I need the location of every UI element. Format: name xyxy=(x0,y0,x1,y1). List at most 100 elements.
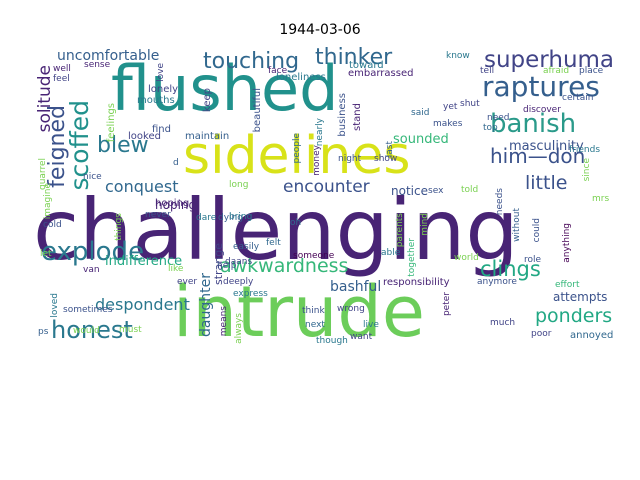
cloud-word: ever xyxy=(177,277,198,287)
cloud-word: daans xyxy=(225,257,253,267)
cloud-word: flushed xyxy=(111,52,339,125)
cloud-word: encounter xyxy=(283,177,370,197)
cloud-word: makes xyxy=(433,119,463,129)
cloud-word: nice xyxy=(83,172,102,182)
cloud-word: beautiful xyxy=(252,88,263,133)
cloud-word: blew xyxy=(97,133,149,158)
cloud-word: ps xyxy=(38,327,49,337)
cloud-word: much xyxy=(490,318,516,328)
cloud-word: could xyxy=(532,218,542,243)
cloud-word: certain xyxy=(562,93,594,103)
cloud-word: responsibility xyxy=(383,277,450,288)
cloud-word: dying xyxy=(218,213,243,223)
cloud-word: stand xyxy=(352,103,363,131)
cloud-word: know xyxy=(446,51,470,61)
cloud-word: business xyxy=(337,93,348,137)
cloud-word: anymore xyxy=(477,277,517,287)
cloud-word: face xyxy=(268,66,288,76)
cloud-word: want xyxy=(350,332,373,342)
cloud-word: imagine xyxy=(43,183,53,220)
cloud-word: little xyxy=(525,172,568,194)
cloud-word: mrs xyxy=(592,194,610,204)
cloud-word: long xyxy=(229,180,249,190)
cloud-word: must xyxy=(119,325,142,335)
cloud-word: touching xyxy=(203,49,300,74)
cloud-word: always xyxy=(234,313,244,344)
cloud-word: needs xyxy=(495,188,505,216)
cloud-word: without xyxy=(512,208,522,242)
cloud-word: sometimes xyxy=(63,305,113,315)
cloud-word: explode xyxy=(41,237,145,267)
cloud-word: shut xyxy=(460,99,480,109)
cloud-word: d xyxy=(173,158,179,168)
cloud-word: feelings xyxy=(106,103,117,143)
cloud-word: anything xyxy=(562,223,572,263)
cloud-word: people xyxy=(292,133,302,164)
cloud-word: role xyxy=(524,255,542,265)
cloud-word: challenging xyxy=(33,181,519,279)
cloud-word: hoping xyxy=(155,198,197,212)
cloud-word: toward xyxy=(349,60,384,71)
cloud-word: hoping xyxy=(155,198,190,209)
cloud-word: maintain xyxy=(185,131,230,142)
cloud-word: poor xyxy=(531,329,552,339)
cloud-word: intrude xyxy=(173,271,425,346)
cloud-word: since xyxy=(582,158,592,182)
cloud-word: sidelines xyxy=(183,126,411,186)
cloud-word: feel xyxy=(53,74,70,84)
cloud-word: find xyxy=(152,124,171,135)
cloud-word: nearly xyxy=(315,118,325,147)
cloud-word: banish xyxy=(490,109,577,139)
cloud-word: money xyxy=(312,145,322,176)
cloud-word: bashful xyxy=(330,279,382,295)
cloud-word: van xyxy=(83,265,100,275)
cloud-word: loved xyxy=(50,293,60,318)
cloud-word: friends xyxy=(569,145,601,155)
cloud-word: someone xyxy=(293,251,335,261)
cloud-word: next xyxy=(305,320,325,330)
cloud-word: sense xyxy=(84,60,111,70)
cloud-word: masculinity xyxy=(509,139,584,154)
cloud-word: told xyxy=(461,185,479,195)
cloud-word: never xyxy=(145,210,171,220)
cloud-word: parents xyxy=(395,213,405,248)
cloud-word: him—don xyxy=(490,144,586,168)
cloud-word: clings xyxy=(480,257,541,281)
cloud-word: would xyxy=(73,326,100,336)
cloud-word: well xyxy=(53,64,71,74)
cloud-word: conquest xyxy=(105,177,179,196)
cloud-word: awkwardness xyxy=(220,255,349,277)
cloud-word: love xyxy=(156,63,166,82)
cloud-word: top xyxy=(483,123,498,133)
cloud-word: thinker xyxy=(315,45,393,70)
cloud-word: help xyxy=(217,261,237,271)
cloud-word: sounded xyxy=(393,132,449,147)
cloud-word: discover xyxy=(523,105,561,115)
cloud-word: peter xyxy=(442,292,452,317)
cloud-word: easily xyxy=(233,242,260,252)
cloud-word: daughter xyxy=(198,273,214,337)
cloud-word: afraid xyxy=(543,66,570,76)
cloud-word: means xyxy=(219,306,229,337)
word-cloud: challenging intrude flushed sidelines raptur… xyxy=(33,43,615,346)
cloud-word: think xyxy=(302,306,325,316)
cloud-word: need xyxy=(487,113,510,123)
cloud-word: sex xyxy=(428,186,444,196)
cloud-word: solitude xyxy=(35,65,55,133)
cloud-word: yet xyxy=(443,102,458,112)
cloud-word: oh xyxy=(290,218,302,228)
cloud-word: dare xyxy=(196,213,217,223)
cloud-word: ponders xyxy=(535,305,613,327)
cloud-word: felt xyxy=(266,238,281,248)
cloud-word: things xyxy=(114,213,124,241)
cloud-word: attempts xyxy=(553,290,608,304)
cloud-word: looked xyxy=(128,131,161,142)
cloud-word: though xyxy=(316,336,348,346)
cloud-word: night xyxy=(338,154,362,164)
cloud-word: uncomfortable xyxy=(57,48,160,64)
cloud-word: indifference xyxy=(105,254,183,269)
cloud-word: last xyxy=(385,141,395,158)
cloud-word: honest xyxy=(51,316,133,344)
cloud-word: keep xyxy=(202,88,213,113)
cloud-word: express xyxy=(233,289,268,299)
